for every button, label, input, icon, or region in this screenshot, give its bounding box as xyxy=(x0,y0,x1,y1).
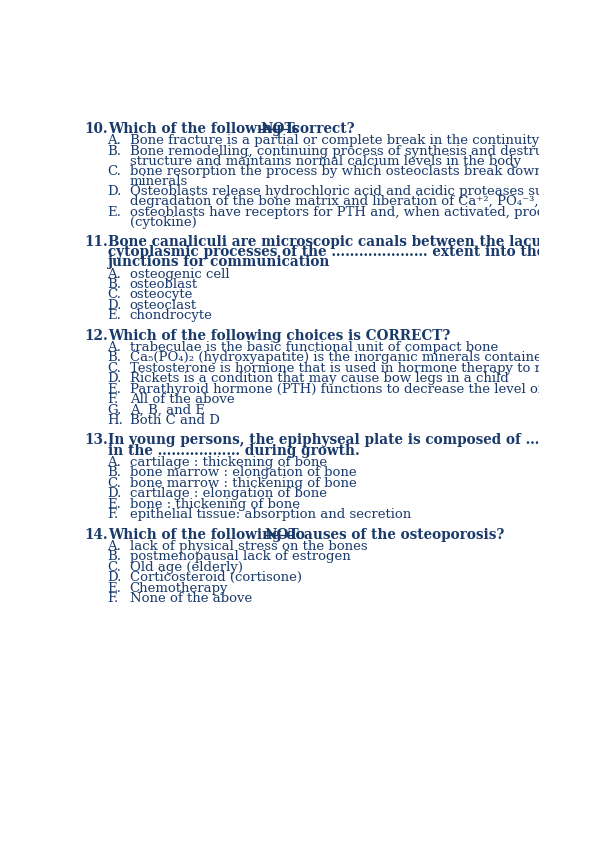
Text: A.: A. xyxy=(107,340,121,354)
Text: Both C and D: Both C and D xyxy=(129,414,219,427)
Text: F.: F. xyxy=(107,592,119,604)
Text: C.: C. xyxy=(107,165,121,178)
Text: E.: E. xyxy=(107,581,121,594)
Text: A.: A. xyxy=(107,267,121,280)
Text: 11.: 11. xyxy=(84,234,108,248)
Text: Parathyroid hormone (PTH) functions to decrease the level of calcium in the bloo: Parathyroid hormone (PTH) functions to d… xyxy=(129,382,599,395)
Text: bone resorption the process by which osteoclasts break down the tissue in bones : bone resorption the process by which ost… xyxy=(129,165,599,178)
Text: degradation of the bone matrix and liberation of Ca⁺², PO₄⁻³, and fragments of t: degradation of the bone matrix and liber… xyxy=(129,195,599,208)
Text: osteoblasts have receptors for PTH and, when activated, produce osteoclast stimu: osteoblasts have receptors for PTH and, … xyxy=(129,206,599,219)
Text: junctions for communication: junctions for communication xyxy=(108,255,331,269)
Text: epithelial tissue: absorption and secretion: epithelial tissue: absorption and secret… xyxy=(129,508,411,521)
Text: D.: D. xyxy=(107,372,122,385)
Text: NOT: NOT xyxy=(260,122,295,136)
Text: C.: C. xyxy=(107,476,121,489)
Text: lack of physical stress on the bones: lack of physical stress on the bones xyxy=(129,539,367,552)
Text: Old age (elderly): Old age (elderly) xyxy=(129,561,243,573)
Text: trabeculae is the basic functional unit of compact bone: trabeculae is the basic functional unit … xyxy=(129,340,498,354)
Text: H.: H. xyxy=(107,414,123,427)
Text: C.: C. xyxy=(107,362,121,375)
Text: A.: A. xyxy=(107,455,121,468)
Text: bone : thickening of bone: bone : thickening of bone xyxy=(129,498,300,511)
Text: Bone fracture is a partial or complete break in the continuity of the bone: Bone fracture is a partial or complete b… xyxy=(129,134,599,147)
Text: 14.: 14. xyxy=(84,527,108,541)
Text: postmenopausal lack of estrogen: postmenopausal lack of estrogen xyxy=(129,549,350,562)
Text: A.: A. xyxy=(107,134,121,147)
Text: D.: D. xyxy=(107,571,122,584)
Text: 13.: 13. xyxy=(84,433,108,447)
Text: B.: B. xyxy=(107,351,122,364)
Text: bone marrow : thickening of bone: bone marrow : thickening of bone xyxy=(129,476,356,489)
Text: osteogenic cell: osteogenic cell xyxy=(129,267,229,280)
Text: G.: G. xyxy=(107,403,122,417)
Text: C.: C. xyxy=(107,561,121,573)
Text: Which of the following do: Which of the following do xyxy=(108,527,310,541)
Text: E.: E. xyxy=(107,309,121,322)
Text: Which of the followıng is: Which of the followıng is xyxy=(108,122,304,136)
Text: correct?: correct? xyxy=(287,122,355,136)
Text: Ca₅(PO₄)₂ (hydroxyapatite) is the inorganic minerals contained in bone extracell: Ca₅(PO₄)₂ (hydroxyapatite) is the inorga… xyxy=(129,351,599,364)
Text: cartilage : thickening of bone: cartilage : thickening of bone xyxy=(129,455,327,468)
Text: chondrocyte: chondrocyte xyxy=(129,309,213,322)
Text: NOT: NOT xyxy=(265,527,299,541)
Text: D.: D. xyxy=(107,299,122,312)
Text: D.: D. xyxy=(107,486,122,500)
Text: E.: E. xyxy=(107,498,121,511)
Text: 12.: 12. xyxy=(84,328,108,342)
Text: osteoblast: osteoblast xyxy=(129,278,198,291)
Text: A, B, and E: A, B, and E xyxy=(129,403,205,417)
Text: All of the above: All of the above xyxy=(129,393,234,406)
Text: 10.: 10. xyxy=(84,122,108,136)
Text: Rickets is a condition that may cause bow legs in a child: Rickets is a condition that may cause bo… xyxy=(129,372,509,385)
Text: None of the above: None of the above xyxy=(129,592,252,604)
Text: minerals: minerals xyxy=(129,175,188,188)
Text: Corticosteroid (cortisone): Corticosteroid (cortisone) xyxy=(129,571,302,584)
Text: D.: D. xyxy=(107,185,122,198)
Text: B.: B. xyxy=(107,145,122,158)
Text: (cytokine): (cytokine) xyxy=(129,215,196,228)
Text: B.: B. xyxy=(107,278,122,291)
Text: Testosterone is hormone that is used in hormone therapy to reduce osteoporosis i: Testosterone is hormone that is used in … xyxy=(129,362,599,375)
Text: E.: E. xyxy=(107,206,121,219)
Text: Osteoblasts release hydrochloric acid and acidic proteases such as cathepsin K, : Osteoblasts release hydrochloric acid an… xyxy=(129,185,599,198)
Text: F.: F. xyxy=(107,393,119,406)
Text: Bone canaliculi are microscopic canals between the lacunae of ossified bone. The: Bone canaliculi are microscopic canals b… xyxy=(108,234,599,248)
Text: Bone remodelling, continuing process of synthesis and destruction that gives bon: Bone remodelling, continuing process of … xyxy=(129,145,599,158)
Text: in the ……………… during growth.: in the ……………… during growth. xyxy=(108,443,360,457)
Text: cartilage : elongation of bone: cartilage : elongation of bone xyxy=(129,486,326,500)
Text: structure and maintains normal calcium levels in the body: structure and maintains normal calcium l… xyxy=(129,154,521,167)
Text: Which of the following choices is CORRECT?: Which of the following choices is CORREC… xyxy=(108,328,450,342)
Text: C.: C. xyxy=(107,288,121,301)
Text: B.: B. xyxy=(107,466,122,479)
Text: F.: F. xyxy=(107,508,119,521)
Text: osteocyte: osteocyte xyxy=(129,288,193,301)
Text: cytoplasmic processes of the ………………… extent into these canals and are joined tog: cytoplasmic processes of the ………………… ext… xyxy=(108,245,599,258)
Text: E.: E. xyxy=(107,382,121,395)
Text: bone marrow : elongation of bone: bone marrow : elongation of bone xyxy=(129,466,356,479)
Text: B.: B. xyxy=(107,549,122,562)
Text: causes of the osteoporosis?: causes of the osteoporosis? xyxy=(291,527,505,541)
Text: A.: A. xyxy=(107,539,121,552)
Text: Chemotherapy: Chemotherapy xyxy=(129,581,228,594)
Text: osteoclast: osteoclast xyxy=(129,299,197,312)
Text: In young persons, the epiphyseal plate is composed of ……………………… , which plays an: In young persons, the epiphyseal plate i… xyxy=(108,433,599,447)
